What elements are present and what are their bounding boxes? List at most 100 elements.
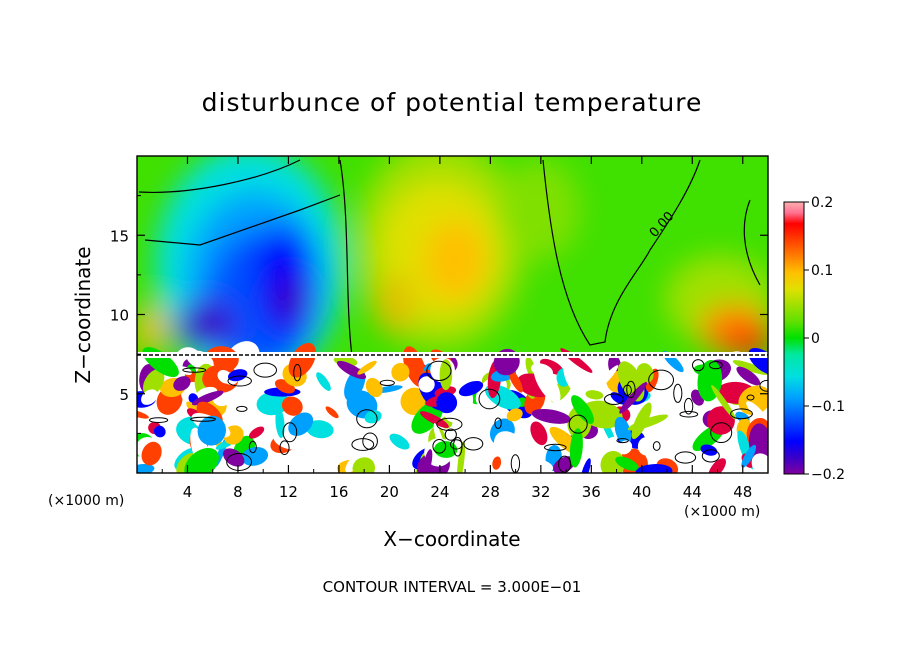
turbulence-patch xyxy=(617,440,633,455)
turbulence-patch xyxy=(711,385,736,420)
x-tick-label: 12 xyxy=(279,483,298,501)
turbulence-patch xyxy=(281,396,303,416)
turbulence-patch xyxy=(614,416,632,446)
turbulence-patch xyxy=(357,360,377,375)
turbulence-patch xyxy=(619,381,647,414)
contour-loop xyxy=(622,384,632,396)
contour-loop xyxy=(426,360,452,381)
upper-field: 0.00 xyxy=(137,156,768,356)
contour-loop xyxy=(494,417,502,429)
turbulence-patch xyxy=(227,369,248,382)
turbulence-patch xyxy=(530,421,548,446)
turbulence-patch xyxy=(305,389,317,408)
x-axis-label: X−coordinate xyxy=(383,527,520,551)
turbulence-patch xyxy=(434,441,458,458)
turbulence-patch xyxy=(389,433,410,450)
contour-loop xyxy=(253,362,278,378)
x-tick-label: 4 xyxy=(183,483,193,501)
x-unit-right: (×1000 m) xyxy=(684,504,760,520)
turbulence-patch xyxy=(736,366,761,386)
plot-area: 0.00 xyxy=(137,156,768,473)
contour-loop xyxy=(759,379,768,392)
colorbar-ticks: 0.2 0.1 0 −0.1 −0.2 xyxy=(804,195,845,483)
contour-loop xyxy=(450,439,463,450)
turbulence-patch xyxy=(256,391,290,416)
contour-loop xyxy=(432,439,447,454)
colorbar-tick-label: 0.1 xyxy=(811,263,833,279)
turbulence-patch xyxy=(637,437,655,456)
y-axis: 5 10 15 xyxy=(110,195,768,434)
turbulence-patch xyxy=(419,411,449,429)
turbulence-patch xyxy=(738,385,768,415)
turbulence-patch xyxy=(525,356,536,379)
colorbar-gradient xyxy=(783,201,805,475)
y-tick-label: 10 xyxy=(110,307,129,325)
turbulence-patch xyxy=(223,448,245,467)
contour-loop xyxy=(730,408,753,420)
contour-loop xyxy=(236,405,248,412)
turbulence-patch xyxy=(748,423,768,465)
colorbar-tick-label: −0.1 xyxy=(811,399,845,415)
turbulence-patch xyxy=(137,464,155,473)
turbulence-patch xyxy=(173,376,191,391)
turbulence-patch xyxy=(306,420,334,439)
turbulence-patch xyxy=(595,365,619,391)
turbulence-patch xyxy=(191,390,224,406)
y-tick-label: 5 xyxy=(119,386,129,404)
contour-loop xyxy=(248,440,257,454)
turbulence-patch xyxy=(532,459,554,473)
turbulence-patch xyxy=(248,426,265,439)
x-tick-label: 36 xyxy=(582,483,601,501)
contour-loop xyxy=(282,422,298,443)
x-tick-label: 8 xyxy=(233,483,243,501)
y-tick-label: 15 xyxy=(110,227,129,245)
turbulence-patch xyxy=(141,389,158,405)
contour-loop xyxy=(701,449,720,463)
x-tick-label: 48 xyxy=(733,483,752,501)
turbulence-patch xyxy=(439,359,453,391)
contour-loop xyxy=(544,443,567,452)
turbulence-patch xyxy=(436,392,458,414)
turbulence-patch xyxy=(316,372,331,391)
contour-loop xyxy=(149,417,169,424)
turbulence-patch xyxy=(352,457,376,473)
contour-loop xyxy=(293,364,302,382)
contour-loop xyxy=(226,453,253,471)
turbulence-patch xyxy=(275,408,285,438)
contour-interval-note: CONTOUR INTERVAL = 3.000E−01 xyxy=(323,578,582,596)
turbulence-patch xyxy=(370,447,405,471)
contour-loop xyxy=(568,414,588,434)
turbulence-patch xyxy=(708,458,726,473)
contour-loop xyxy=(648,369,674,391)
x-tick-label: 40 xyxy=(632,483,651,501)
turbulence-patch xyxy=(615,456,639,471)
contour-loop xyxy=(673,383,683,403)
turbulence-patch xyxy=(483,410,498,418)
contour-loop xyxy=(616,438,629,444)
turbulence-patch xyxy=(458,380,484,397)
turbulence-patch xyxy=(580,458,591,473)
contour-loop xyxy=(444,428,457,441)
turbulence-patch xyxy=(288,412,314,436)
colorbar-tick-label: 0.2 xyxy=(811,195,833,211)
turbulence-patch xyxy=(493,431,525,462)
turbulence-patch xyxy=(531,408,571,424)
contour-loop xyxy=(436,417,463,431)
turbulence-patch xyxy=(732,360,768,375)
colorbar: 0.2 0.1 0 −0.1 −0.2 xyxy=(783,195,845,483)
contour-loop xyxy=(604,393,624,405)
contour-loop xyxy=(227,375,252,387)
contour-loop xyxy=(478,388,501,410)
turbulence-patch xyxy=(540,358,564,375)
turbulence-patch xyxy=(288,342,317,378)
turbulence-patch xyxy=(391,362,410,382)
y-axis-label: Z−coordinate xyxy=(71,246,95,383)
turbulence-patch xyxy=(741,444,757,468)
turbulence-patch xyxy=(706,406,735,435)
contour-loop xyxy=(679,410,699,418)
contour-loop xyxy=(379,379,395,386)
contour-loop xyxy=(362,432,378,450)
contour-loop xyxy=(708,361,723,370)
lower-field xyxy=(137,341,768,473)
